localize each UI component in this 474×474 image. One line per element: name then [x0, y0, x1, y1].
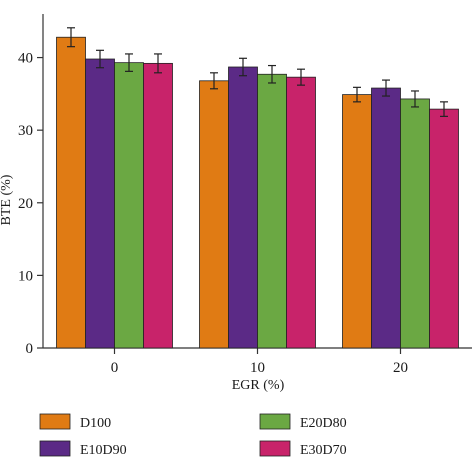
error-bar [297, 68, 305, 86]
bar-d100-egr-10 [199, 80, 229, 349]
error-bar [411, 90, 419, 108]
legend-item-e10d90: E10D90 [39, 440, 127, 458]
error-bar [440, 101, 448, 117]
error-bar [268, 64, 276, 84]
error-bar [67, 27, 75, 48]
y-axis-label: BTE (%) [0, 174, 14, 225]
y-tick-label: 0 [26, 341, 34, 357]
bar-d100-egr-20 [342, 94, 372, 349]
legend-swatch [259, 413, 291, 430]
y-tick-label: 30 [18, 123, 33, 139]
bar-e30d70-egr-0 [143, 62, 173, 349]
x-axis-label: EGR (%) [232, 378, 285, 393]
x-tick-label: 20 [393, 360, 408, 376]
bar-e30d70-egr-10 [286, 76, 316, 349]
legend-swatch [39, 440, 71, 457]
y-tick-label: 10 [18, 268, 33, 284]
legend-swatch [259, 440, 291, 457]
x-axis-ticks: 0 10 20 [111, 348, 408, 376]
legend-swatch [39, 413, 71, 430]
y-axis-ticks: 0 10 20 30 40 [18, 51, 43, 357]
error-bar [353, 86, 361, 103]
bar-e30d70-egr-20 [429, 108, 459, 349]
legend-item-e30d70: E30D70 [259, 440, 347, 458]
bar-d100-egr-0 [56, 36, 86, 349]
legend-label: E30D70 [300, 443, 347, 458]
bar-e10d90-egr-0 [85, 58, 115, 349]
legend-label: E20D80 [300, 416, 347, 431]
bars [56, 36, 459, 349]
legend: D100 E10D90 E20D80 E30D70 [39, 413, 347, 458]
error-bar [154, 53, 162, 74]
error-bar [96, 49, 104, 69]
legend-label: D100 [80, 416, 111, 431]
legend-item-e20d80: E20D80 [259, 413, 347, 431]
y-tick-label: 20 [18, 196, 33, 212]
y-tick-label: 40 [18, 51, 33, 67]
error-bar [382, 79, 390, 97]
bar-e10d90-egr-20 [371, 87, 401, 349]
plot-area: 0 10 20 30 40 0 10 20 [18, 14, 472, 376]
bar-e20d80-egr-10 [257, 73, 287, 349]
legend-label: E10D90 [80, 443, 127, 458]
legend-item-d100: D100 [39, 413, 111, 431]
bar-e20d80-egr-20 [400, 98, 430, 349]
x-tick-label: 0 [111, 360, 119, 376]
error-bars [67, 27, 448, 117]
error-bar [125, 53, 133, 72]
bar-e10d90-egr-10 [228, 66, 258, 349]
error-bar [239, 57, 247, 77]
x-tick-label: 10 [250, 360, 265, 376]
error-bar [210, 72, 218, 90]
bar-e20d80-egr-0 [114, 62, 144, 349]
